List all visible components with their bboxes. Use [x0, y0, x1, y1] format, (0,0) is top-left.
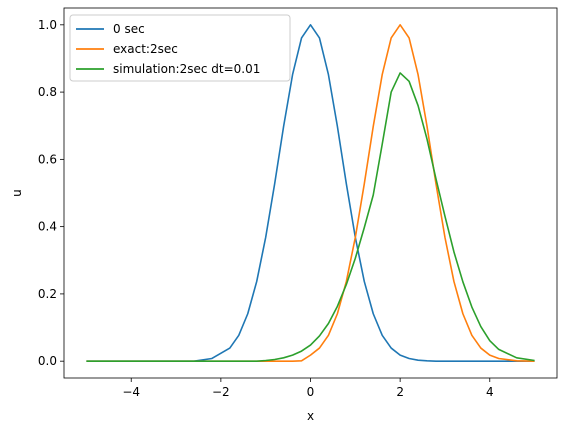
legend-entry: simulation:2sec dt=0.01 [113, 62, 260, 76]
x-tick-label: 4 [486, 385, 494, 399]
legend-entry: 0 sec [113, 22, 145, 36]
series-layer [86, 24, 535, 362]
x-tick-label: 2 [396, 385, 404, 399]
series-line-2 [86, 72, 535, 362]
x-axis-label: x [307, 409, 314, 423]
x-tick-label: −4 [122, 385, 140, 399]
legend: 0 sec exact:2sec simulation:2sec dt=0.01 [69, 14, 291, 82]
x-axis-ticks: −4 −2 0 2 4 [122, 378, 494, 399]
x-tick-label: 0 [307, 385, 315, 399]
y-axis-label: u [10, 189, 24, 197]
legend-entry: exact:2sec [113, 42, 178, 56]
series-line-0 [86, 24, 535, 362]
y-tick-label: 1.0 [38, 18, 57, 32]
y-axis-ticks: 0.0 0.2 0.4 0.6 0.8 1.0 [38, 18, 64, 368]
y-tick-label: 0.8 [38, 85, 57, 99]
y-tick-label: 0.4 [38, 220, 57, 234]
legend-box [69, 14, 291, 82]
x-tick-label: −2 [212, 385, 230, 399]
y-tick-label: 0.0 [38, 354, 57, 368]
y-tick-label: 0.2 [38, 287, 57, 301]
y-tick-label: 0.6 [38, 152, 57, 166]
